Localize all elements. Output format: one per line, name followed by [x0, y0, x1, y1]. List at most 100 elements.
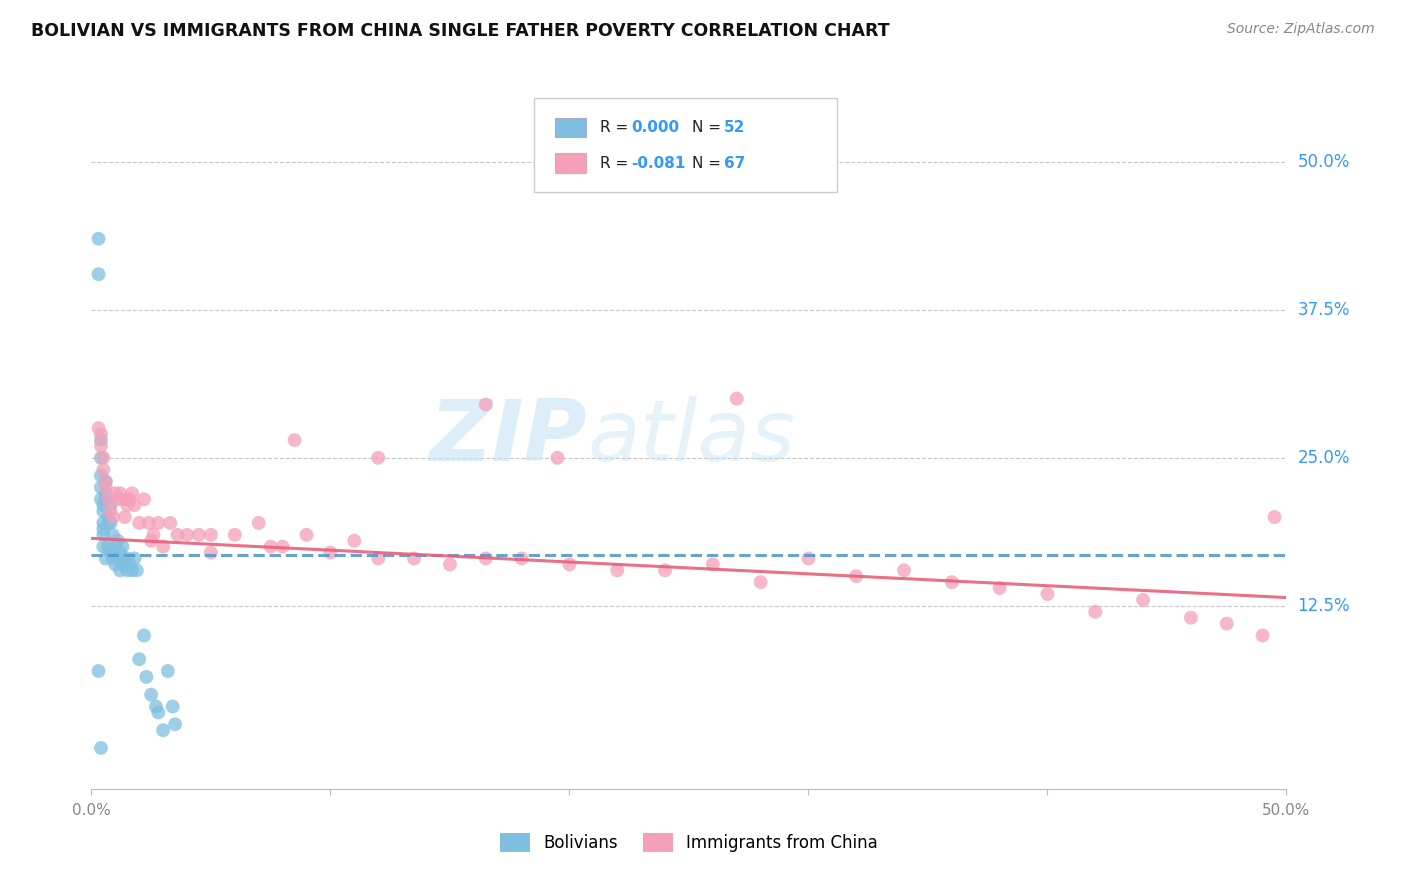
- Text: R =: R =: [600, 156, 634, 170]
- Point: [108, 545, 131, 559]
- Point: [93, 504, 114, 518]
- Point: [148, 706, 170, 720]
- Point: [90, 468, 112, 483]
- Point: [128, 652, 150, 666]
- Point: [87, 421, 110, 435]
- Point: [104, 558, 127, 572]
- Text: 0.000: 0.000: [631, 120, 679, 135]
- Point: [101, 510, 124, 524]
- Point: [93, 516, 114, 530]
- Point: [93, 540, 114, 554]
- Point: [141, 533, 162, 548]
- Point: [97, 492, 120, 507]
- Point: [319, 545, 342, 559]
- Point: [725, 392, 748, 406]
- Point: [87, 232, 110, 246]
- Point: [797, 551, 820, 566]
- Point: [101, 528, 124, 542]
- Point: [93, 463, 114, 477]
- Point: [187, 528, 211, 542]
- Point: [97, 540, 120, 554]
- Point: [125, 563, 148, 577]
- Point: [132, 492, 155, 507]
- Point: [1180, 610, 1202, 624]
- Point: [1132, 593, 1154, 607]
- Point: [162, 699, 184, 714]
- Point: [1036, 587, 1059, 601]
- Text: ZIP: ZIP: [430, 395, 588, 479]
- Point: [90, 433, 112, 447]
- Point: [893, 563, 915, 577]
- Point: [93, 498, 114, 512]
- Point: [93, 450, 114, 465]
- Point: [606, 563, 628, 577]
- Point: [200, 528, 222, 542]
- Legend: Bolivians, Immigrants from China: Bolivians, Immigrants from China: [494, 826, 884, 859]
- Point: [121, 563, 143, 577]
- Point: [247, 516, 270, 530]
- Point: [259, 540, 281, 554]
- Point: [367, 450, 389, 465]
- Point: [343, 533, 366, 548]
- Point: [90, 492, 112, 507]
- Point: [1264, 510, 1286, 524]
- Point: [94, 492, 117, 507]
- Point: [104, 486, 127, 500]
- Point: [138, 516, 160, 530]
- Point: [115, 563, 138, 577]
- Point: [156, 664, 179, 678]
- Point: [115, 498, 138, 512]
- Point: [474, 397, 498, 411]
- Point: [118, 492, 141, 507]
- Point: [94, 475, 117, 489]
- Point: [200, 545, 222, 559]
- Point: [93, 522, 114, 536]
- Point: [93, 528, 114, 542]
- Point: [845, 569, 868, 583]
- Point: [94, 551, 117, 566]
- Point: [87, 664, 110, 678]
- Point: [114, 558, 136, 572]
- Point: [108, 563, 131, 577]
- Text: atlas: atlas: [588, 395, 796, 479]
- Point: [166, 528, 188, 542]
- Point: [100, 545, 122, 559]
- Point: [145, 699, 167, 714]
- Point: [163, 717, 186, 731]
- Point: [135, 670, 157, 684]
- Point: [749, 575, 772, 590]
- Point: [284, 433, 307, 447]
- Point: [94, 486, 117, 500]
- Point: [90, 480, 112, 494]
- Point: [90, 741, 112, 756]
- Text: N =: N =: [692, 120, 725, 135]
- Point: [121, 486, 143, 500]
- Point: [941, 575, 963, 590]
- Point: [104, 540, 127, 554]
- Point: [404, 551, 426, 566]
- Point: [702, 558, 724, 572]
- Point: [124, 498, 146, 512]
- Text: 50.0%: 50.0%: [1298, 153, 1350, 170]
- Point: [100, 498, 122, 512]
- Text: 37.5%: 37.5%: [1298, 301, 1350, 318]
- Point: [141, 688, 162, 702]
- Point: [547, 450, 569, 465]
- Text: -0.081: -0.081: [631, 156, 686, 170]
- Point: [107, 492, 129, 507]
- Text: Source: ZipAtlas.com: Source: ZipAtlas.com: [1227, 22, 1375, 37]
- Point: [101, 551, 124, 566]
- Point: [111, 558, 134, 572]
- Point: [90, 427, 112, 442]
- Point: [115, 551, 138, 566]
- Text: 67: 67: [724, 156, 745, 170]
- Point: [142, 528, 165, 542]
- Text: 12.5%: 12.5%: [1298, 597, 1350, 615]
- Point: [176, 528, 198, 542]
- Point: [474, 551, 498, 566]
- Text: N =: N =: [692, 156, 725, 170]
- Point: [118, 558, 141, 572]
- Point: [132, 628, 155, 642]
- Point: [152, 540, 174, 554]
- Point: [1084, 605, 1107, 619]
